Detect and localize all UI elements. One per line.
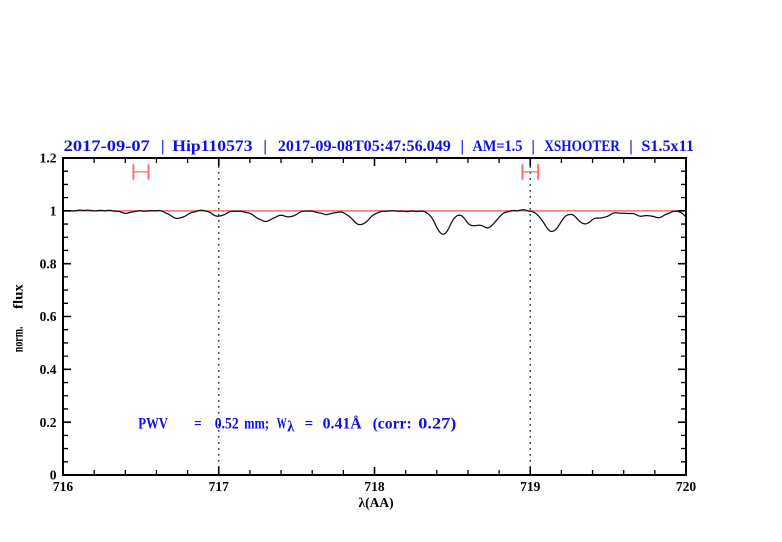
svg-text:|: | xyxy=(263,138,267,155)
svg-text:0.52: 0.52 xyxy=(215,415,239,432)
svg-text:=: = xyxy=(194,415,202,432)
svg-text:0.6: 0.6 xyxy=(40,309,57,324)
svg-text:norm.: norm. xyxy=(11,327,26,353)
svg-text:0: 0 xyxy=(50,468,57,483)
svg-text:0.4: 0.4 xyxy=(40,362,57,377)
svg-text:0.8: 0.8 xyxy=(40,256,57,271)
svg-text:1: 1 xyxy=(50,204,57,219)
svg-text:0.2: 0.2 xyxy=(40,415,57,430)
svg-text:|: | xyxy=(161,138,165,155)
svg-text:716: 716 xyxy=(53,479,74,494)
svg-text:2017-09-07: 2017-09-07 xyxy=(64,138,150,155)
svg-text:Hip110573: Hip110573 xyxy=(172,138,252,155)
svg-text:720: 720 xyxy=(676,479,697,494)
svg-text:mm;: mm; xyxy=(244,415,269,432)
svg-text:|: | xyxy=(629,138,633,155)
svg-text:=: = xyxy=(305,415,313,432)
svg-text:0.41Å: 0.41Å xyxy=(323,414,363,432)
svg-text:717: 717 xyxy=(209,479,230,494)
svg-text:718: 718 xyxy=(364,479,385,494)
svg-text:W: W xyxy=(277,415,287,432)
svg-text:λ(AA): λ(AA) xyxy=(358,495,393,510)
svg-text:S1.5x11: S1.5x11 xyxy=(641,138,694,155)
svg-text:XSHOOTER: XSHOOTER xyxy=(544,138,620,155)
svg-text:flux: flux xyxy=(11,284,26,309)
svg-text:|: | xyxy=(531,138,535,155)
svg-text:(corr:: (corr: xyxy=(373,415,412,432)
svg-text:λ: λ xyxy=(287,419,294,436)
svg-text:AM=1.5: AM=1.5 xyxy=(473,138,523,155)
svg-text:PWV: PWV xyxy=(138,415,168,432)
svg-text:|: | xyxy=(461,138,465,155)
svg-text:0.27): 0.27) xyxy=(418,415,456,432)
svg-text:719: 719 xyxy=(520,479,541,494)
svg-text:2017-09-08T05:47:56.049: 2017-09-08T05:47:56.049 xyxy=(278,138,451,155)
svg-text:1.2: 1.2 xyxy=(40,151,57,166)
